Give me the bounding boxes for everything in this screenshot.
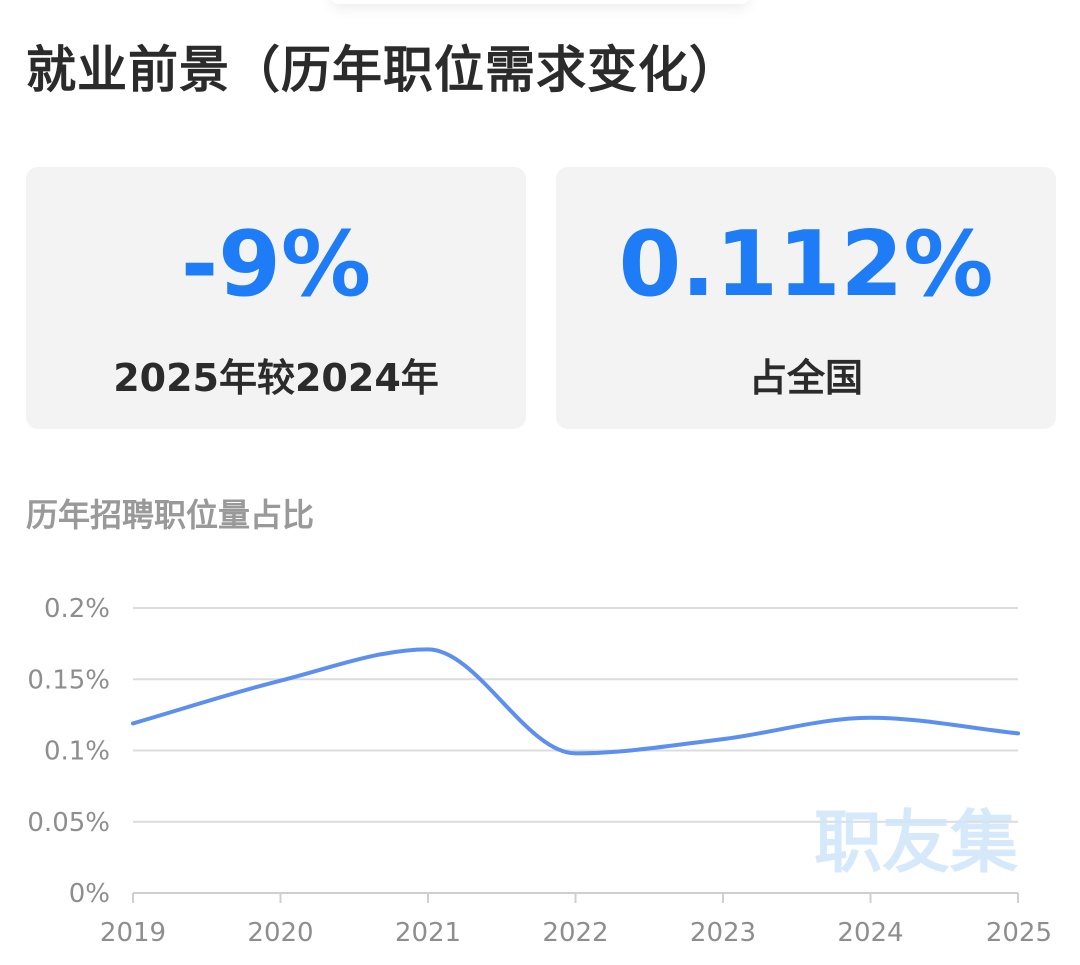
data-point[interactable] <box>720 736 726 742</box>
page-title: 就业前景（历年职位需求变化） <box>26 41 740 99</box>
chart-axes: 0% 0.05% 0.1% 0.15% 0.2% 2019 2020 2021 2022 2023… <box>27 594 1052 948</box>
x-tick-label: 2024 <box>837 918 903 948</box>
chart-series <box>130 646 1021 756</box>
x-tick-label: 2023 <box>690 918 756 948</box>
data-point[interactable] <box>1015 730 1021 736</box>
x-tick-label: 2020 <box>247 918 313 948</box>
x-tick-label: 2019 <box>100 918 166 948</box>
x-tick-label: 2025 <box>986 918 1052 948</box>
line-chart: 0% 0.05% 0.1% 0.15% 0.2% 2019 2020 2021 2022 2023… <box>27 594 1052 948</box>
y-tick-label: 0.05% <box>27 808 110 838</box>
chart-title: 历年招聘职位量占比 <box>26 496 315 534</box>
stat-label-share: 占全国 <box>748 356 863 400</box>
top-shadow-decoration <box>330 0 750 4</box>
watermark-text: 职友集 <box>814 804 1018 883</box>
chart-grid <box>133 607 1018 823</box>
series-line <box>131 647 1020 756</box>
stat-card-share: 0.112% 占全国 <box>556 167 1056 429</box>
x-tick-label: 2021 <box>395 918 461 948</box>
y-tick-label: 0% <box>69 879 110 909</box>
stat-label-change: 2025年较2024年 <box>113 356 439 400</box>
data-point[interactable] <box>278 678 284 684</box>
y-tick-label: 0.15% <box>27 665 110 695</box>
y-tick-label: 0.2% <box>44 594 110 624</box>
stat-value-change: -9% <box>180 212 372 317</box>
stat-value-share: 0.112% <box>618 212 994 317</box>
data-point[interactable] <box>130 720 136 726</box>
x-tick-label: 2022 <box>542 918 608 948</box>
data-point[interactable] <box>868 715 874 721</box>
y-tick-label: 0.1% <box>44 737 110 767</box>
data-point[interactable] <box>573 750 579 756</box>
data-point[interactable] <box>425 646 431 652</box>
stat-card-change: -9% 2025年较2024年 <box>26 167 526 429</box>
